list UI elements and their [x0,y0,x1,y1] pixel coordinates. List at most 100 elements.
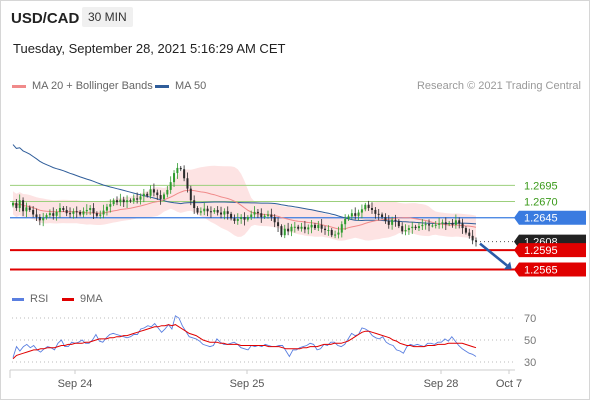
candle-body [236,219,239,221]
candle-body [421,224,424,227]
legend-ma50-label: MA 50 [175,80,207,92]
level-label-1-2595: 1.2595 [524,245,558,257]
candle-body [126,200,129,203]
candle-body [253,211,256,215]
candle-body [72,211,75,214]
candle-body [431,225,434,227]
candle-body [240,217,243,220]
level-tag-1-2565 [514,262,586,277]
candle-body [243,217,246,220]
candle-body [424,224,427,226]
legend-rsi-label: RSI [30,293,49,305]
rsi-level-label-70: 70 [524,313,536,325]
candle-body [357,212,360,216]
candle-body [354,213,357,216]
level-label-1-2565: 1.2565 [524,264,558,276]
candle-body [32,209,35,215]
rsi-level-label-30: 30 [524,357,536,369]
candle-body [246,217,249,220]
candle-body [394,219,397,221]
symbol-title: USD/CAD [11,10,80,27]
candle-body [320,224,323,229]
candle-body [15,202,18,209]
candle-body [75,211,78,213]
legend-ma20-label: MA 20 + Bollinger Bands [32,80,153,92]
candle-body [199,211,202,213]
candle-body [474,240,478,242]
time-tick-label-Sep-28: Sep 28 [424,378,459,390]
timeframe-badge[interactable]: 30 MIN [82,7,133,27]
candle-body [277,222,280,227]
level-label-1-2645: 1.2645 [524,213,558,225]
candle-body [203,208,206,212]
candle-body [310,224,313,228]
candle-body [122,199,125,203]
candle-body [367,204,370,209]
candle-body [407,228,410,231]
legend-ma20: MA 20 + Bollinger Bands [12,80,153,92]
candle-body [330,230,333,236]
candle-body [162,194,165,199]
candle-body [438,223,441,225]
candle-body [414,226,417,229]
chart-datetime: Tuesday, September 28, 2021 5:16:29 AM C… [13,41,286,56]
candle-body [434,224,437,226]
candle-body [189,188,192,201]
credit-text: Research © 2021 Trading Central [416,80,581,92]
candle-body [283,228,286,236]
candle-body [334,234,337,236]
candle-body [183,169,186,179]
candle-body [206,208,209,212]
legend-rsi: RSI [12,293,48,305]
candle-body [347,216,350,220]
candle-body [28,207,31,210]
level-tag-1-2595 [514,243,586,258]
candle-body [263,215,266,218]
candle-body [156,192,159,196]
candle-body [448,222,451,225]
candle-body [136,198,139,200]
candle-body [45,215,48,218]
candle-body [159,195,162,199]
candle-body [384,217,387,221]
candle-body [307,227,310,230]
candle-body [290,226,293,232]
candle-body [48,213,51,216]
candle-body [196,208,199,213]
candle-body [303,226,306,230]
ma20-swatch [12,84,26,88]
projection-arrow-shaft [479,242,508,267]
candle-body [166,189,169,195]
candle-body [377,213,380,215]
candle-body [256,211,259,214]
candle-body [102,210,105,215]
candle-body [116,200,119,203]
candle-body [35,214,38,218]
candle-body [55,211,58,216]
candle-body [139,196,142,200]
candle-body [92,208,95,214]
candle-body [293,226,296,228]
candle-body [69,213,72,215]
candle-body [360,209,363,213]
candle-body [411,226,414,229]
candle-body [58,208,61,212]
candle-body [169,182,172,190]
candle-body [62,208,65,210]
candle-body [85,209,88,212]
candle-body [317,224,320,229]
candle-body [42,217,45,221]
candle-body [337,232,340,235]
candle-body [327,230,330,232]
candle-body [324,228,327,231]
candle-body [146,193,149,196]
rsi-ma-line [12,324,477,360]
candle-body [132,198,135,201]
candle-body [233,218,236,221]
ma50-swatch [155,84,169,88]
candle-body [52,213,55,216]
candle-body [186,178,189,189]
candle-body [364,204,367,210]
candle-body [454,220,457,225]
